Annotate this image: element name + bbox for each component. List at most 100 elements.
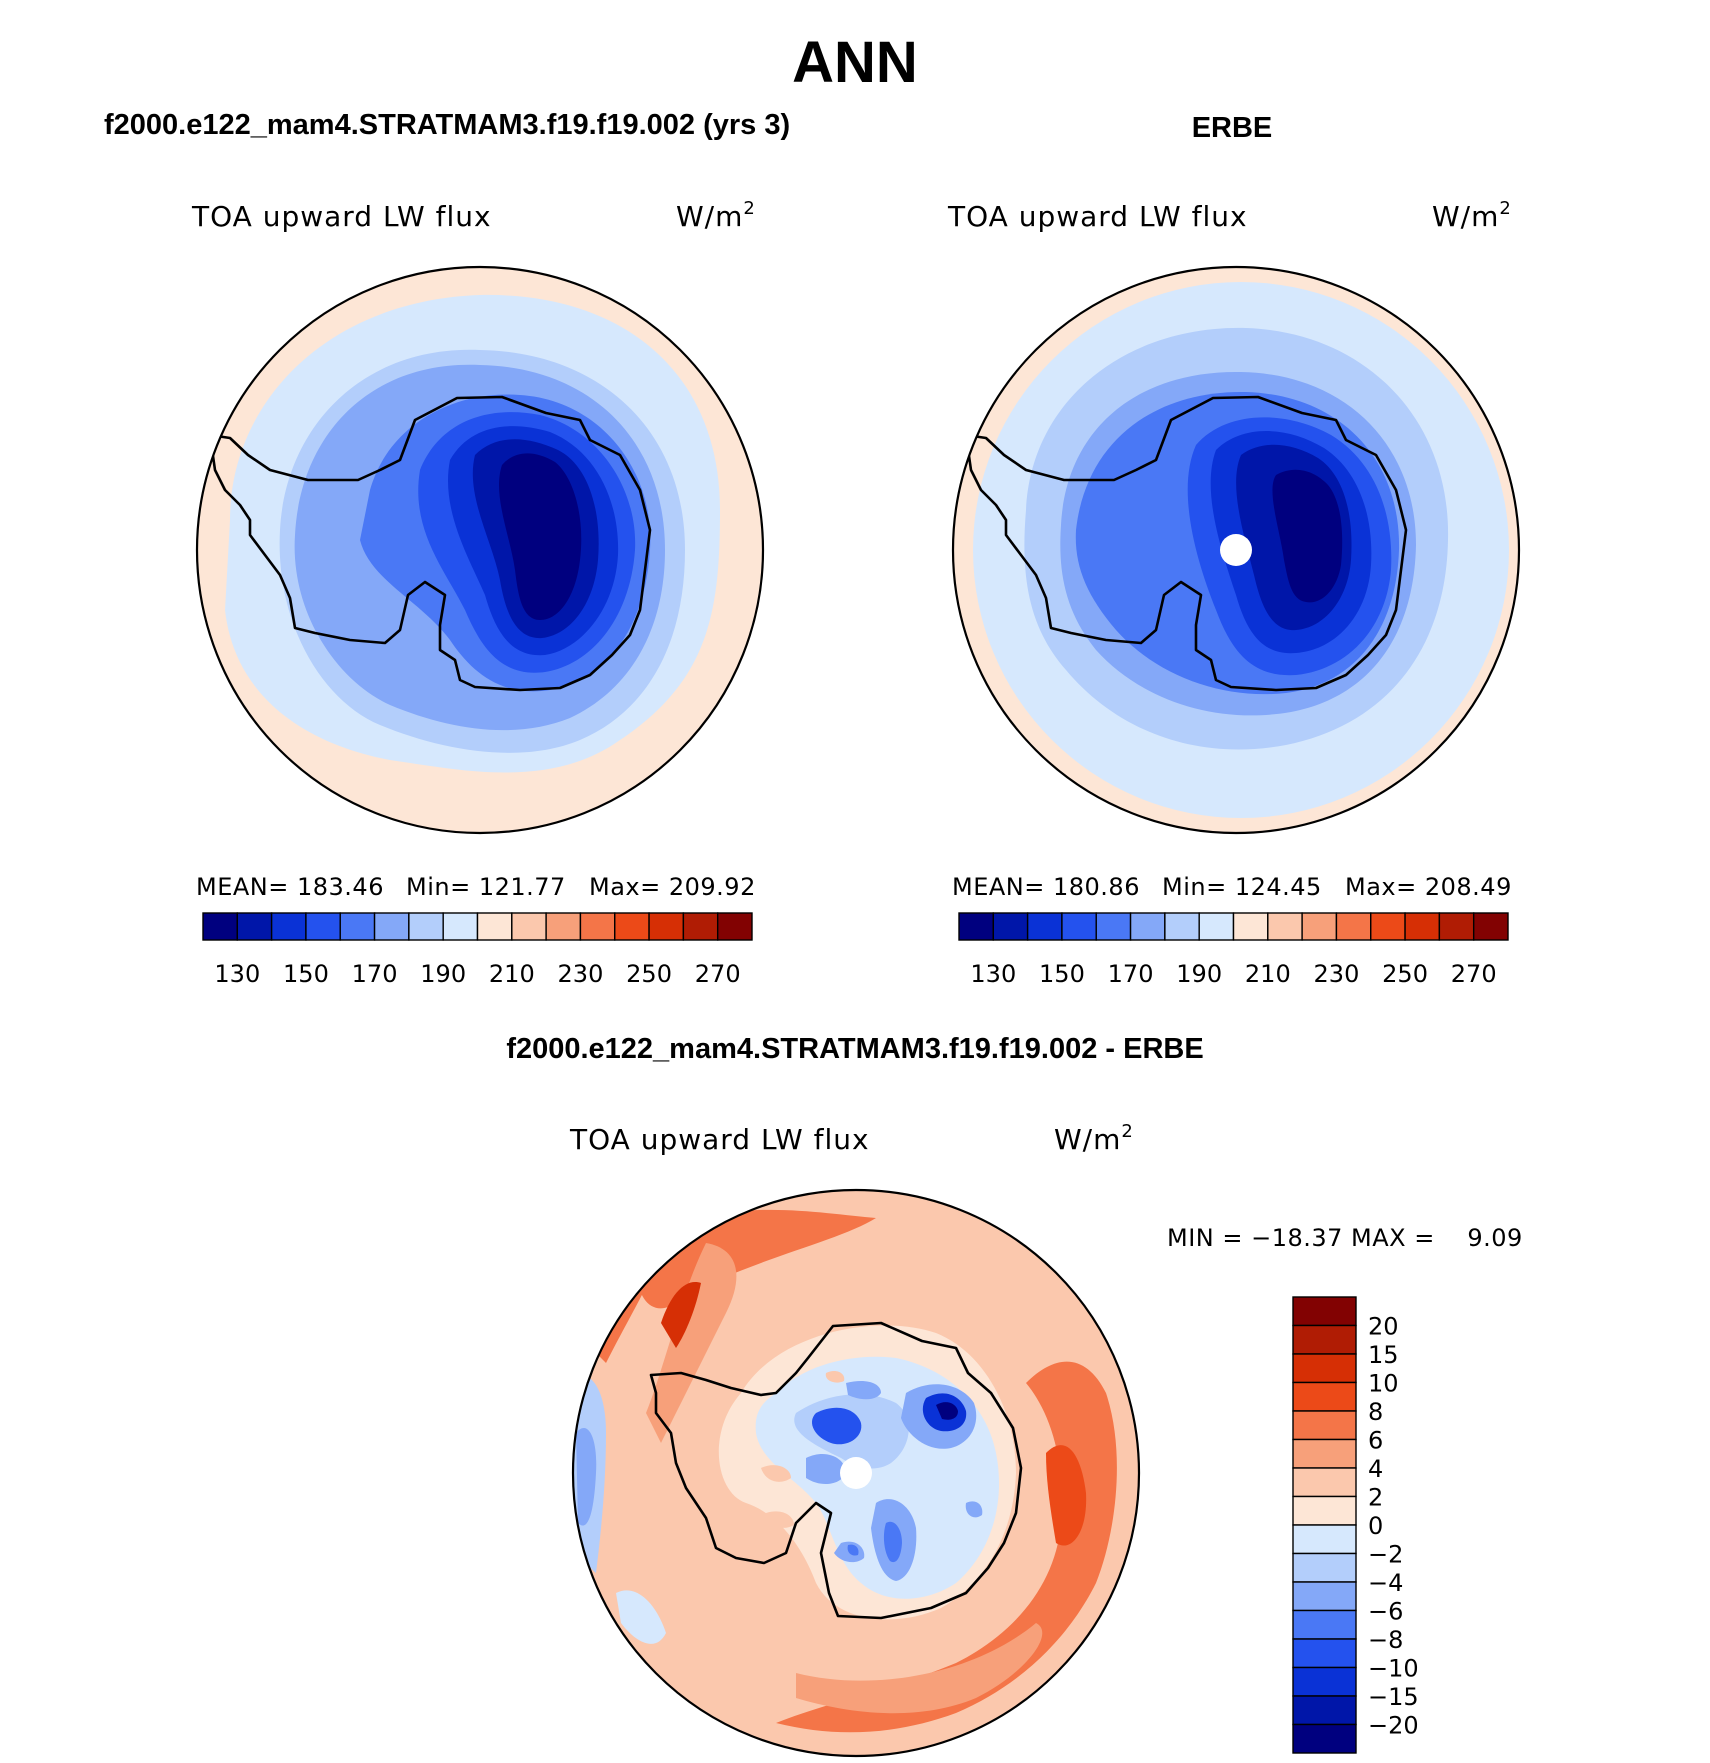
colorbar-swatch — [1198, 912, 1235, 941]
colorbar-swatch — [511, 912, 547, 941]
colorbar-tick-label: 230 — [1314, 960, 1360, 988]
colorbar-swatch — [270, 912, 307, 941]
colorbar-swatch — [1292, 1381, 1357, 1412]
min-label-obs: Min= 124.45 — [1162, 873, 1322, 901]
colorbar-swatch — [1292, 1695, 1357, 1726]
colorbar-tick-label: −10 — [1368, 1655, 1419, 1683]
colorbar-tick-label: −20 — [1368, 1712, 1419, 1740]
colorbar-tick-label: 8 — [1368, 1398, 1383, 1426]
colorbar-swatch — [1292, 1353, 1357, 1384]
colorbar-swatch — [1292, 1581, 1357, 1612]
colorbar-tick-label: 190 — [1176, 960, 1222, 988]
colorbar-tick-label: 270 — [695, 960, 741, 988]
colorbar-swatch — [1292, 1552, 1357, 1583]
units-label-obs: W/m2 — [1432, 198, 1512, 233]
colorbar-tick-label: 210 — [489, 960, 535, 988]
colorbar-swatch — [373, 912, 410, 941]
mean-label-model: MEAN= 183.46 — [196, 873, 384, 901]
colorbar-swatch — [442, 912, 479, 941]
colorbar-swatch — [1292, 1467, 1357, 1498]
colorbar-swatch — [1438, 912, 1475, 941]
map-boundary — [951, 265, 1521, 835]
units-label-model: W/m2 — [676, 198, 756, 233]
colorbar-swatch — [408, 912, 444, 941]
map-boundary — [195, 265, 765, 835]
colorbar-tick-label: 250 — [626, 960, 672, 988]
map-title-obs: ERBE — [1192, 112, 1273, 144]
colorbar-tick-label: −8 — [1368, 1626, 1403, 1654]
colorbar-tick-label: 150 — [1039, 960, 1085, 988]
colorbar-tick-label: 20 — [1368, 1313, 1399, 1341]
colorbar-tick-label: 230 — [558, 960, 604, 988]
colorbar-swatch — [1129, 912, 1166, 941]
units-power: 2 — [1499, 198, 1511, 219]
colorbar-model: 130 150 170 190 210 230 250 270 — [202, 912, 753, 988]
units-power: 2 — [1121, 1121, 1133, 1142]
colorbar-tick-label: 10 — [1368, 1370, 1399, 1398]
colorbar-swatch — [1061, 912, 1097, 941]
colorbar-tick-label: 2 — [1368, 1484, 1383, 1512]
colorbar-swatch — [1292, 1438, 1357, 1469]
colorbar-swatch — [1370, 912, 1406, 941]
pole-hole — [1220, 534, 1252, 566]
units-text: W/m — [1054, 1123, 1121, 1156]
colorbar-swatch — [992, 912, 1029, 941]
colorbar-swatch — [236, 912, 273, 941]
colorbar-swatch — [202, 912, 239, 941]
field-label-diff: TOA upward LW flux — [569, 1123, 870, 1156]
colorbar-tick-label: −6 — [1368, 1598, 1403, 1626]
colorbar-swatch — [1335, 912, 1372, 941]
colorbar-swatch — [1232, 912, 1269, 941]
colorbar-tick-label: 270 — [1451, 960, 1497, 988]
colorbar-swatch — [648, 912, 685, 941]
colorbar-tick-label: 130 — [214, 960, 260, 988]
field-label-obs: TOA upward LW flux — [947, 200, 1248, 233]
colorbar-swatch — [1404, 912, 1441, 941]
max-label-obs: Max= 208.49 — [1345, 873, 1512, 901]
figure-title: ANN — [792, 30, 918, 95]
field-label-model: TOA upward LW flux — [191, 200, 492, 233]
colorbar-tick-label: 15 — [1368, 1341, 1399, 1369]
max-label-model: Max= 209.92 — [589, 873, 756, 901]
colorbar-swatch — [1292, 1638, 1357, 1669]
colorbar-tick-label: 210 — [1245, 960, 1291, 988]
colorbar-tick-label: 4 — [1368, 1455, 1383, 1483]
colorbar-swatch — [1472, 912, 1509, 941]
colorbar-swatch — [579, 912, 616, 941]
polar-map-obs — [951, 265, 1521, 835]
colorbar-obs: 130 150 170 190 210 230 250 270 — [958, 912, 1509, 988]
colorbar-swatch — [339, 912, 376, 941]
colorbar-tick-label: 250 — [1382, 960, 1428, 988]
minmax-label-diff: MIN = −18.37 MAX = 9.09 — [1167, 1224, 1523, 1252]
units-label-diff: W/m2 — [1054, 1121, 1134, 1156]
colorbar-swatch — [1095, 912, 1132, 941]
polar-map-model — [195, 265, 765, 835]
colorbar-tick-label: 170 — [352, 960, 398, 988]
colorbar-tick-label: 130 — [970, 960, 1016, 988]
min-label-model: Min= 121.77 — [406, 873, 566, 901]
colorbar-swatch — [716, 912, 753, 941]
units-power: 2 — [743, 198, 755, 219]
polar-map-diff — [571, 1188, 1141, 1758]
colorbar-swatch — [545, 912, 582, 941]
colorbar-tick-label: 170 — [1108, 960, 1154, 988]
units-text: W/m — [1432, 200, 1499, 233]
colorbar-swatch — [682, 912, 719, 941]
colorbar-swatch — [958, 912, 995, 941]
colorbar-tick-label: −4 — [1368, 1569, 1403, 1597]
colorbar-swatch — [1292, 1495, 1357, 1526]
colorbar-swatch — [1292, 1410, 1357, 1441]
colorbar-tick-label: 150 — [283, 960, 329, 988]
mean-label-obs: MEAN= 180.86 — [952, 873, 1140, 901]
colorbar-swatch — [1301, 912, 1338, 941]
colorbar-tick-label: −15 — [1368, 1683, 1419, 1711]
map-title-model: f2000.e122_mam4.STRATMAM3.f19.f19.002 (y… — [104, 109, 790, 141]
colorbar-swatch — [1292, 1296, 1357, 1327]
colorbar-swatch — [1292, 1666, 1357, 1697]
colorbar-swatch — [1164, 912, 1200, 941]
colorbar-swatch — [614, 912, 650, 941]
colorbar-tick-label: 190 — [420, 960, 466, 988]
colorbar-swatch — [476, 912, 513, 941]
